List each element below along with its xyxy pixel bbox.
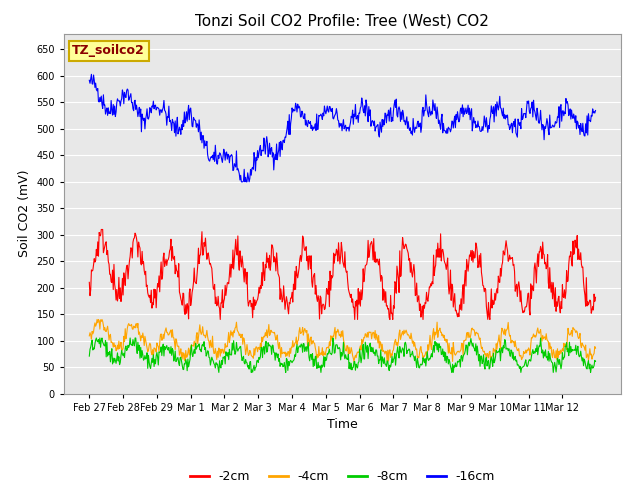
Text: TZ_soilco2: TZ_soilco2 (72, 44, 145, 58)
Title: Tonzi Soil CO2 Profile: Tree (West) CO2: Tonzi Soil CO2 Profile: Tree (West) CO2 (195, 13, 490, 28)
X-axis label: Time: Time (327, 418, 358, 431)
Legend: -2cm, -4cm, -8cm, -16cm: -2cm, -4cm, -8cm, -16cm (185, 465, 500, 480)
Y-axis label: Soil CO2 (mV): Soil CO2 (mV) (18, 170, 31, 257)
